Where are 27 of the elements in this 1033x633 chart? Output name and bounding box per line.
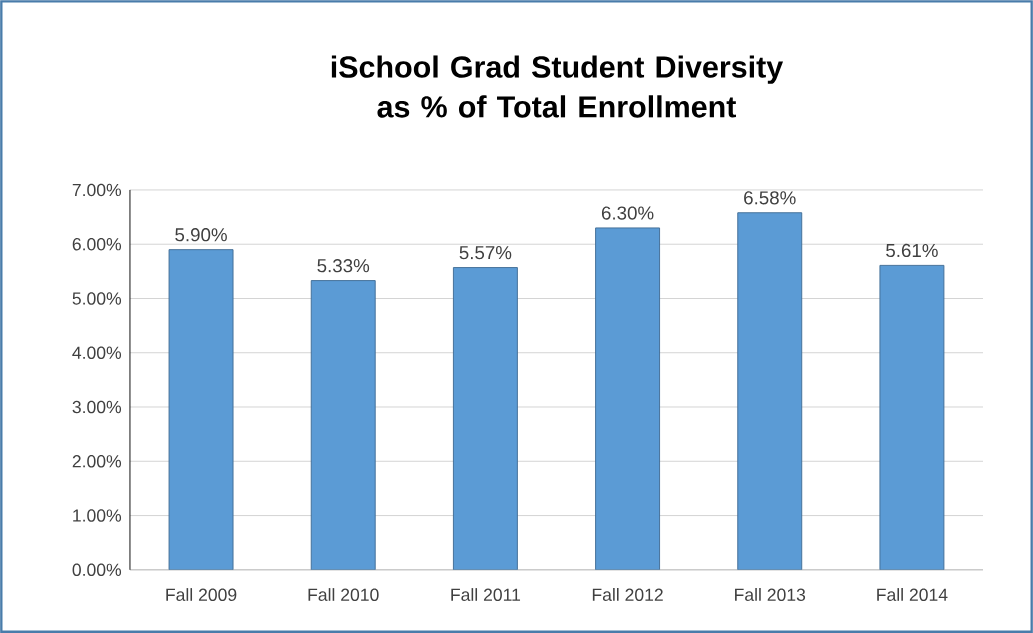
y-tick-label: 2.00% xyxy=(72,455,122,468)
x-tick-label: Fall 2013 xyxy=(735,588,806,601)
x-tick-label: Fall 2010 xyxy=(308,588,379,601)
y-tick-label: 7.00% xyxy=(72,183,122,197)
x-tick-label: Fall 2009 xyxy=(166,588,237,601)
x-tick-label: Fall 2014 xyxy=(877,588,948,601)
data-label: 6.58% xyxy=(744,191,796,205)
data-label: 5.90% xyxy=(175,228,227,242)
y-tick-label: 1.00% xyxy=(73,509,122,522)
y-tick-label: 3.00% xyxy=(72,400,122,414)
y-tick-label: 6.00% xyxy=(72,237,122,251)
data-label: 5.57% xyxy=(459,246,512,260)
data-label: 5.61% xyxy=(886,243,938,258)
x-tick-label: Fall 2011 xyxy=(451,588,521,601)
data-label: 5.33% xyxy=(317,258,370,273)
y-tick-label: 4.00% xyxy=(72,346,122,359)
y-tick-label: 0.00% xyxy=(72,563,122,576)
bar xyxy=(452,267,518,570)
bar xyxy=(168,249,234,570)
bar xyxy=(310,280,376,570)
data-label: 6.30% xyxy=(601,206,654,220)
chart-title: iSchool Grad Student Diversity as % of Total Enrollment xyxy=(331,55,784,118)
bar xyxy=(737,212,803,570)
x-tick-label: Fall 2012 xyxy=(592,588,663,601)
bar xyxy=(879,264,945,570)
bar xyxy=(595,227,661,570)
y-tick-label: 5.00% xyxy=(72,292,122,305)
